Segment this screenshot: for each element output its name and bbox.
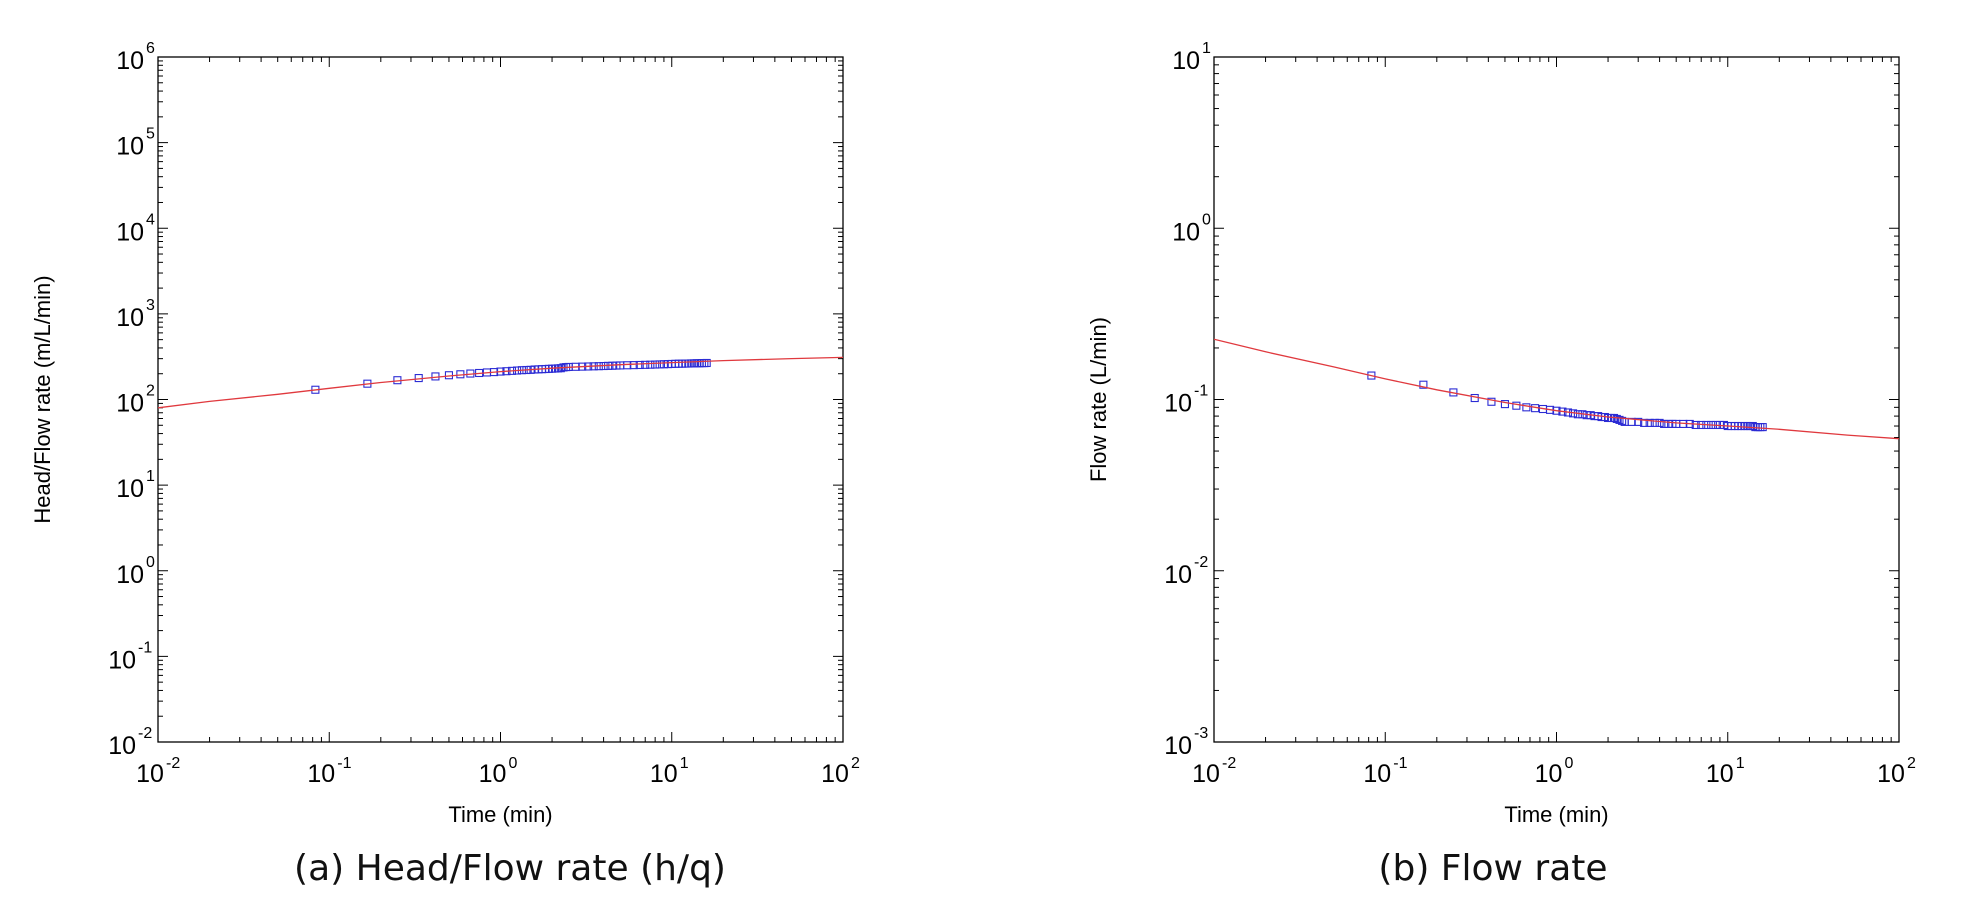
data-point — [1748, 421, 1757, 431]
data-point — [697, 359, 706, 368]
x-tick-exponent: 0 — [1565, 755, 1574, 772]
chart-panel-flow-rate: 10 -2 10 -1 10 0 10 1 10 2 10 -3 10 -2 10 -1 10 0 10 1 Time … — [983, 0, 1966, 916]
x-tick-exponent: -2 — [166, 755, 180, 772]
data-point — [1655, 418, 1664, 427]
x-tick-label: 10 — [1363, 760, 1391, 788]
chart-flow-rate: 10 -2 10 -1 10 0 10 1 10 210 -310 -210 -110 010 1Time … — [1086, 40, 1916, 827]
x-tick-label: 10 — [1706, 760, 1734, 788]
y-tick-exponent: 6 — [146, 40, 155, 57]
y-tick-exponent: 1 — [146, 468, 155, 485]
data-point — [1612, 414, 1621, 423]
x-tick-exponent: 0 — [509, 755, 518, 772]
x-axis-ticks — [157, 57, 844, 742]
y-tick-label: 10 — [1164, 732, 1192, 760]
x-tick-exponent: -2 — [1222, 755, 1236, 772]
y-tick-exponent: 1 — [1202, 40, 1211, 57]
y-tick-exponent: 0 — [1202, 211, 1211, 228]
data-point — [1470, 393, 1479, 403]
data-point — [1615, 415, 1624, 424]
y-tick-exponent: -2 — [138, 725, 152, 742]
y-tick-label: 10 — [116, 133, 144, 161]
data-point — [702, 358, 711, 368]
x-tick-exponent: 2 — [1907, 755, 1916, 772]
y-tick-label: 10 — [108, 732, 136, 760]
y-tick-exponent: -2 — [1194, 554, 1208, 571]
x-tick-exponent: 1 — [680, 755, 689, 772]
x-tick-exponent: -1 — [1393, 755, 1407, 772]
x-tick-label: 10 — [307, 760, 335, 788]
x-tick-label: 10 — [479, 760, 507, 788]
data-point — [651, 360, 660, 369]
y-tick-exponent: -1 — [1194, 383, 1208, 400]
data-point — [635, 360, 644, 370]
x-tick-label: 10 — [1535, 760, 1563, 788]
data-point — [1419, 380, 1428, 389]
y-tick-label: 10 — [1164, 390, 1192, 418]
y-tick-label: 10 — [108, 646, 136, 674]
data-point — [1640, 418, 1649, 427]
y-tick-label: 10 — [116, 390, 144, 418]
x-tick-exponent: -1 — [337, 755, 351, 772]
data-point — [1634, 417, 1643, 426]
y-tick-label: 10 — [116, 561, 144, 589]
x-tick-exponent: 1 — [1736, 755, 1745, 772]
y-tick-exponent: -1 — [138, 639, 152, 656]
plot-frame — [1213, 56, 1900, 743]
data-point — [1367, 371, 1376, 380]
data-point — [641, 360, 650, 369]
data-point — [1512, 401, 1521, 410]
data-point — [1756, 423, 1765, 432]
y-axis-ticks — [1214, 56, 1899, 743]
x-axis-ticks — [1213, 57, 1900, 742]
x-tick-label: 10 — [1192, 760, 1220, 788]
data-point — [655, 360, 664, 369]
chart-head-flow-rate: 10 -2 10 -1 10 0 10 1 10 210 -210 -110 010 110 210 310 4… — [30, 40, 860, 827]
chart-caption: (a) Head/Flow rate (h/q) — [294, 848, 726, 889]
x-tick-label: 10 — [136, 760, 164, 788]
y-tick-label: 10 — [116, 218, 144, 246]
y-axis-ticks — [158, 56, 843, 743]
data-point — [1487, 397, 1496, 406]
data-point — [646, 360, 655, 369]
data-point — [1618, 416, 1627, 425]
y-tick-exponent: -3 — [1194, 725, 1208, 742]
y-axis-title: Flow rate (L/min) — [1086, 317, 1111, 482]
y-tick-label: 10 — [1164, 561, 1192, 589]
data-point — [1645, 418, 1654, 427]
data-point — [1650, 418, 1659, 427]
y-tick-label: 10 — [1172, 218, 1200, 246]
x-tick-label: 10 — [650, 760, 678, 788]
x-axis-title: Time (min) — [1504, 802, 1608, 827]
y-tick-exponent: 0 — [146, 554, 155, 571]
observed-points — [1367, 371, 1767, 432]
data-point — [629, 361, 638, 370]
y-tick-label: 10 — [116, 475, 144, 503]
chart-panel-head-flow-rate: 10 -2 10 -1 10 0 10 1 10 2 10 -2 10 -1 10 0 10 1 10 2 10 3 10 4… — [0, 0, 983, 916]
fitted-curve — [1214, 338, 1899, 440]
plot-frame — [157, 56, 844, 743]
x-tick-label: 10 — [1877, 760, 1905, 788]
observed-points — [311, 358, 711, 394]
y-tick-exponent: 2 — [146, 383, 155, 400]
x-axis-title: Time (min) — [448, 802, 552, 827]
x-tick-label: 10 — [821, 760, 849, 788]
data-point — [1522, 403, 1531, 412]
chart-caption: (b) Flow rate — [1378, 848, 1608, 889]
x-tick-exponent: 2 — [851, 755, 860, 772]
data-point — [1758, 423, 1767, 432]
y-tick-label: 10 — [1172, 47, 1200, 75]
y-tick-label: 10 — [116, 47, 144, 75]
y-tick-exponent: 5 — [146, 126, 155, 143]
fitted-curve — [158, 356, 843, 409]
y-tick-exponent: 4 — [146, 211, 155, 228]
y-tick-label: 10 — [116, 304, 144, 332]
data-point — [1660, 419, 1669, 428]
data-point — [1691, 420, 1700, 430]
data-point — [1500, 400, 1509, 409]
y-axis-title: Head/Flow rate (m/L/min) — [30, 275, 55, 523]
y-tick-exponent: 3 — [146, 297, 155, 314]
